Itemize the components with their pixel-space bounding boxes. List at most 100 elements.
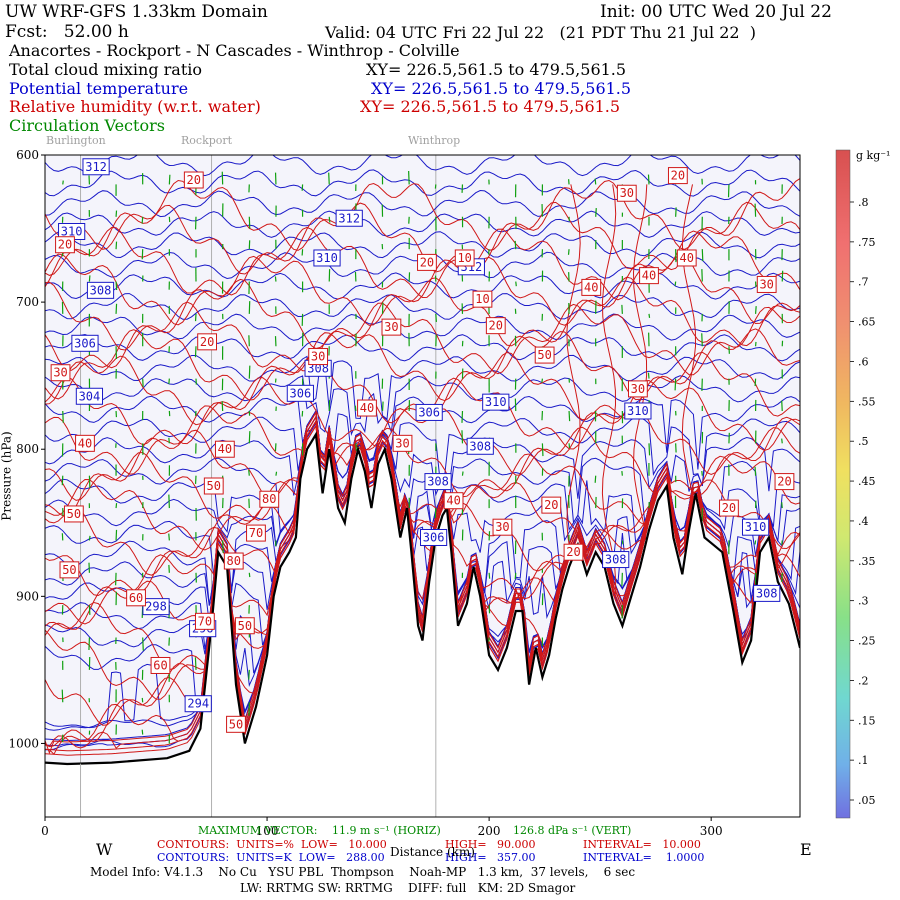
rh-label-14: 70 xyxy=(194,612,215,630)
rh-label-11: 50 xyxy=(59,561,80,579)
forecast-hour: Fcst: 52.00 h xyxy=(5,22,129,42)
y-tick-label-4: 1000 xyxy=(8,736,39,750)
rh-label-17: 30 xyxy=(308,348,329,366)
rh-label-text-8: 70 xyxy=(249,526,263,540)
theta-label-box-10 xyxy=(415,403,443,421)
rh-contour-25 xyxy=(45,419,800,752)
colorbar-units: g kg⁻¹ xyxy=(856,149,891,162)
theta-label-box-0 xyxy=(82,158,110,176)
rh-label-28: 40 xyxy=(581,278,602,296)
rh-label-text-30: 40 xyxy=(680,251,694,265)
circulation-vector-29 xyxy=(88,535,91,541)
rh-label-text-28: 40 xyxy=(584,280,598,294)
rh-label-20: 10 xyxy=(454,249,475,267)
circulation-vector-80 xyxy=(168,437,170,444)
theta-label-box-16 xyxy=(741,518,770,536)
colorbar-tick-label-12: .2 xyxy=(858,674,869,687)
rh-label-box-29 xyxy=(639,267,659,285)
rh-label-text-0: 20 xyxy=(187,173,201,187)
y-axis-label: Pressure (hPa) xyxy=(0,431,14,521)
theta-contour-13 xyxy=(45,415,800,487)
rh-label-10: 50 xyxy=(63,505,84,523)
x-axis-label: Distance (km) xyxy=(390,845,475,859)
rh-label-13: 60 xyxy=(150,656,171,674)
rh-contour-2 xyxy=(45,226,800,301)
theta-contour-interval: INTERVAL= 1.0000 xyxy=(583,851,705,864)
terrain-line xyxy=(45,431,800,766)
rh-label-box-25 xyxy=(443,492,464,510)
x-tick-label-0: 0 xyxy=(41,824,49,838)
rh-label-box-38 xyxy=(774,473,795,491)
rh-label-text-4: 40 xyxy=(78,436,92,450)
rh-label-7: 80 xyxy=(259,490,280,508)
theta-label-box-6 xyxy=(313,249,341,267)
rh-label-8: 70 xyxy=(246,524,266,542)
circulation-vector-172 xyxy=(354,405,357,412)
rh-label-9: 80 xyxy=(223,552,244,570)
rh-label-5: 40 xyxy=(214,440,235,458)
colorbar-tick-label-6: .5 xyxy=(858,435,869,448)
rh-label-text-15: 50 xyxy=(238,619,252,633)
rh-contour-9 xyxy=(45,404,800,476)
theta-label-text-1: 310 xyxy=(61,224,83,238)
east-label: E xyxy=(800,840,812,859)
circulation-vector-134 xyxy=(248,669,250,680)
colorbar-tick-label-0: .8 xyxy=(858,196,869,209)
theta-label-box-5 xyxy=(335,209,363,227)
rh-contour-0 xyxy=(45,178,800,251)
circulation-vector-118 xyxy=(222,540,224,554)
rh-label-box-30 xyxy=(676,249,697,267)
rh-label-box-36 xyxy=(563,543,584,561)
field-cloud-mixing-xy: XY= 226.5,561.5 to 479.5,561.5 xyxy=(366,60,627,79)
init-time: Init: 00 UTC Wed 20 Jul 22 xyxy=(600,2,832,22)
colorbar-tick-label-9: .35 xyxy=(858,555,876,568)
rh-label-1: 20 xyxy=(55,236,75,254)
rh-label-text-7: 80 xyxy=(262,492,276,506)
field-rh-name: Relative humidity (w.r.t. water) xyxy=(9,97,261,116)
theta-label-box-2 xyxy=(86,281,115,299)
rh-label-text-17: 30 xyxy=(311,350,325,364)
rh-label-text-3: 30 xyxy=(53,366,67,380)
west-label: W xyxy=(96,840,113,859)
theta-label-16: 310 xyxy=(741,518,770,536)
rh-contour-high: HIGH= 90.000 xyxy=(445,838,536,851)
theta-label-21: 294 xyxy=(184,695,212,713)
rh-label-36: 20 xyxy=(563,543,584,561)
y-tick-label-2: 800 xyxy=(16,442,39,456)
circulation-vector-83 xyxy=(168,533,170,541)
x-tick-label-1: 100 xyxy=(256,824,279,838)
theta-label-5: 312 xyxy=(335,209,363,227)
rh-label-text-33: 30 xyxy=(759,277,773,291)
theta-label-text-5: 312 xyxy=(338,211,360,225)
theta-label-text-14: 306 xyxy=(423,530,445,544)
rh-label-30: 40 xyxy=(676,249,697,267)
y-tick-label-0: 600 xyxy=(16,148,39,162)
circulation-vector-78 xyxy=(168,378,170,385)
theta-label-box-13 xyxy=(424,473,452,491)
rh-label-box-12 xyxy=(126,589,146,607)
rh-label-text-11: 50 xyxy=(62,563,76,577)
rh-label-box-26 xyxy=(492,518,513,536)
rh-label-3: 30 xyxy=(50,364,71,382)
theta-label-18: 308 xyxy=(753,584,781,602)
rh-label-box-35 xyxy=(541,496,562,514)
circulation-vector-157 xyxy=(328,172,330,185)
theta-label-text-3: 306 xyxy=(74,336,96,350)
rh-label-text-10: 50 xyxy=(67,507,81,521)
circulation-vector-365 xyxy=(781,502,783,509)
rh-label-text-22: 20 xyxy=(489,319,503,333)
circulation-vector-363 xyxy=(781,438,783,444)
circulation-vector-303 xyxy=(647,372,650,379)
rh-label-6: 50 xyxy=(203,477,224,495)
circulation-vector-367 xyxy=(781,572,783,582)
rh-label-box-34 xyxy=(627,380,648,398)
rh-label-box-2 xyxy=(197,333,218,351)
theta-contour-12 xyxy=(45,395,800,470)
theta-contour-11 xyxy=(45,375,800,437)
colorbar-ticks: .8 .75 .7 .65 .6 .55 .5 .45 .4 .35 .3 .25 .2 .15 .1 .05 xyxy=(850,196,876,807)
rh-label-15: 50 xyxy=(234,617,255,635)
rh-label-33: 30 xyxy=(756,275,777,293)
theta-label-11: 310 xyxy=(482,393,510,411)
circulation-vector-351 xyxy=(754,466,757,476)
